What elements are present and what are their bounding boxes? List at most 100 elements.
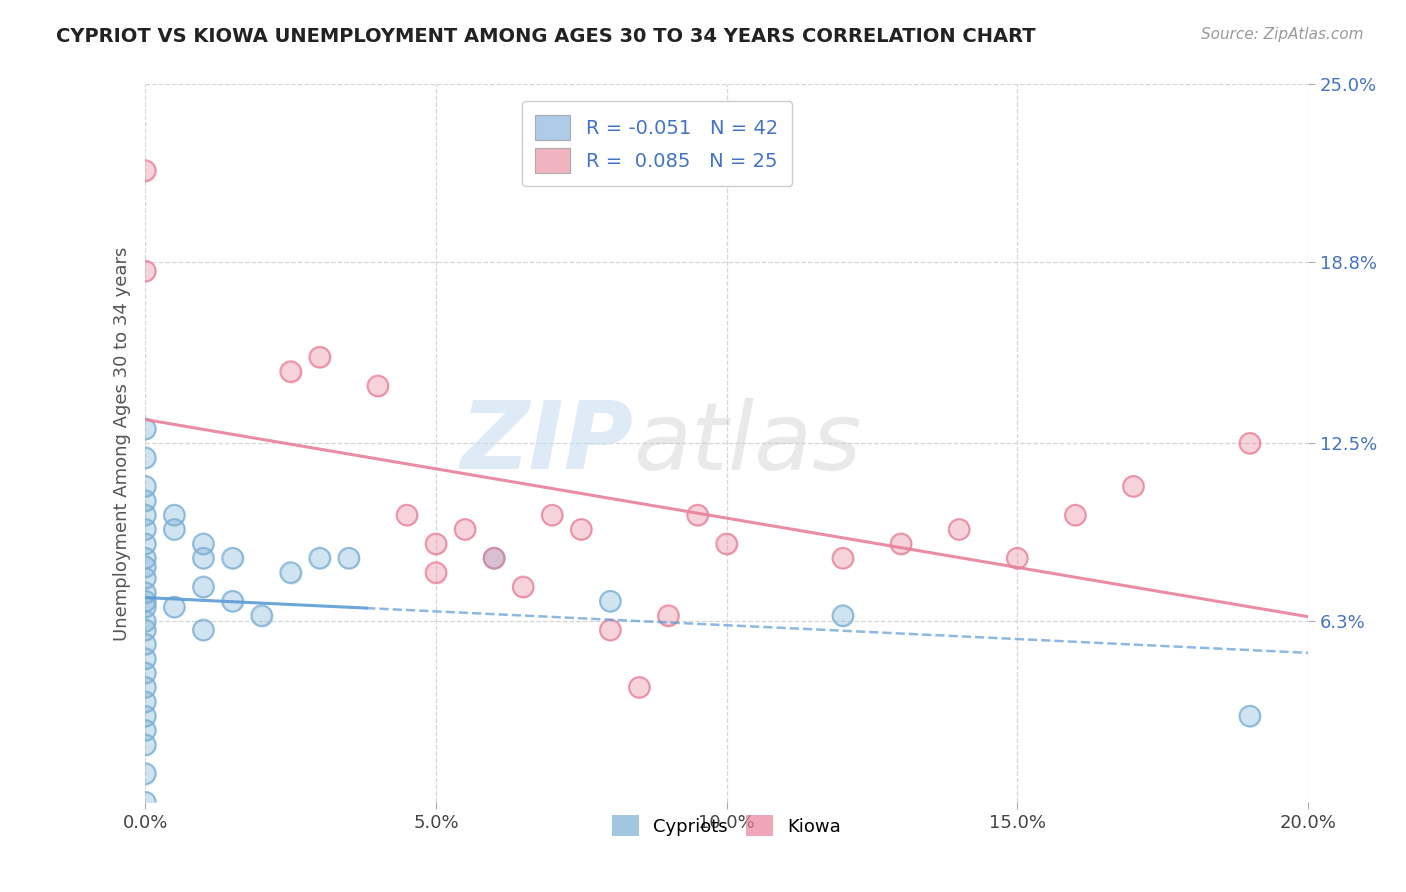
Point [134,551,156,566]
Point [193,551,215,566]
Point [367,379,389,393]
Point [134,695,156,709]
Point [716,537,738,551]
Point [280,566,302,580]
Point [599,623,621,637]
Point [134,723,156,738]
Point [193,623,215,637]
Point [831,608,853,623]
Point [482,551,505,566]
Point [163,523,186,537]
Text: Source: ZipAtlas.com: Source: ZipAtlas.com [1201,27,1364,42]
Text: ZIP: ZIP [461,397,634,490]
Point [134,738,156,752]
Point [134,615,156,629]
Point [221,551,243,566]
Point [163,600,186,615]
Point [367,379,389,393]
Point [134,479,156,493]
Point [134,571,156,585]
Point [599,623,621,637]
Point [134,450,156,465]
Point [716,537,738,551]
Point [454,523,477,537]
Point [134,651,156,665]
Point [250,608,273,623]
Point [134,422,156,436]
Point [686,508,709,523]
Point [134,479,156,493]
Point [599,594,621,608]
Point [482,551,505,566]
Point [134,493,156,508]
Point [134,163,156,178]
Point [1122,479,1144,493]
Point [512,580,534,594]
Point [1005,551,1028,566]
Point [193,580,215,594]
Point [308,551,330,566]
Point [134,264,156,278]
Point [134,681,156,695]
Point [134,666,156,681]
Point [1239,436,1261,450]
Point [134,594,156,608]
Point [134,559,156,574]
Point [395,508,418,523]
Point [1239,709,1261,723]
Point [221,551,243,566]
Point [134,600,156,615]
Point [134,264,156,278]
Point [134,709,156,723]
Legend: Cypriots, Kiowa: Cypriots, Kiowa [605,808,849,844]
Point [134,508,156,523]
Point [425,537,447,551]
Point [425,537,447,551]
Point [134,615,156,629]
Point [628,681,651,695]
Point [250,608,273,623]
Point [454,523,477,537]
Point [134,766,156,780]
Point [134,163,156,178]
Point [831,551,853,566]
Point [134,585,156,599]
Point [948,523,970,537]
Point [134,585,156,599]
Point [134,723,156,738]
Point [280,365,302,379]
Point [134,450,156,465]
Point [541,508,564,523]
Point [163,508,186,523]
Point [134,695,156,709]
Point [163,600,186,615]
Point [163,508,186,523]
Point [134,637,156,651]
Point [890,537,912,551]
Point [831,551,853,566]
Point [134,551,156,566]
Point [134,738,156,752]
Point [948,523,970,537]
Point [1239,709,1261,723]
Point [134,523,156,537]
Point [512,580,534,594]
Point [134,571,156,585]
Point [193,580,215,594]
Point [1064,508,1087,523]
Point [831,608,853,623]
Point [134,795,156,809]
Point [482,551,505,566]
Point [1122,479,1144,493]
Point [1005,551,1028,566]
Point [134,508,156,523]
Point [134,709,156,723]
Point [193,537,215,551]
Point [395,508,418,523]
Point [569,523,592,537]
Point [163,523,186,537]
Point [134,637,156,651]
Point [425,566,447,580]
Point [425,566,447,580]
Point [482,551,505,566]
